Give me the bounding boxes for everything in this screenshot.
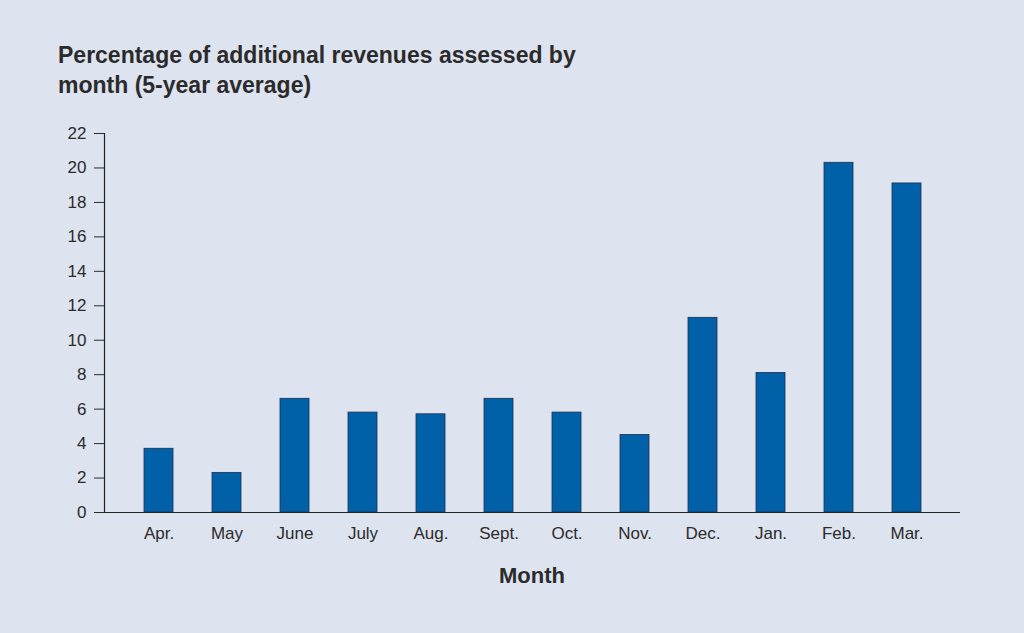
svg-text:4: 4 xyxy=(77,434,86,453)
svg-text:12: 12 xyxy=(68,296,87,315)
svg-text:14: 14 xyxy=(68,262,87,281)
svg-text:8: 8 xyxy=(77,365,86,384)
svg-text:20: 20 xyxy=(68,158,87,177)
svg-text:2: 2 xyxy=(77,468,86,487)
svg-text:0: 0 xyxy=(77,503,86,522)
svg-text:22: 22 xyxy=(68,124,87,143)
html-text:Percentage of additional reven: Percentage of additional revenues assess… xyxy=(58,42,576,98)
svg-text:18: 18 xyxy=(68,193,87,212)
svg-text:Dec.: Dec. xyxy=(686,524,721,543)
svg-text:Aug.: Aug. xyxy=(414,524,449,543)
svg-text:Apr.: Apr. xyxy=(144,524,174,543)
svg-text:Oct.: Oct. xyxy=(551,524,582,543)
svg-text:Feb.: Feb. xyxy=(822,524,856,543)
svg-text:16: 16 xyxy=(68,227,87,246)
svg-text:6: 6 xyxy=(77,400,86,419)
svg-text:Mar.: Mar. xyxy=(890,524,923,543)
svg-text:10: 10 xyxy=(68,331,87,350)
svg-text:Sept.: Sept. xyxy=(479,524,519,543)
svg-text:May: May xyxy=(211,524,244,543)
svg-text:Jan.: Jan. xyxy=(755,524,787,543)
svg-text:June: June xyxy=(277,524,314,543)
html-text:Month: Month xyxy=(499,563,565,588)
svg-text:Nov.: Nov. xyxy=(618,524,652,543)
svg-text:July: July xyxy=(348,524,379,543)
